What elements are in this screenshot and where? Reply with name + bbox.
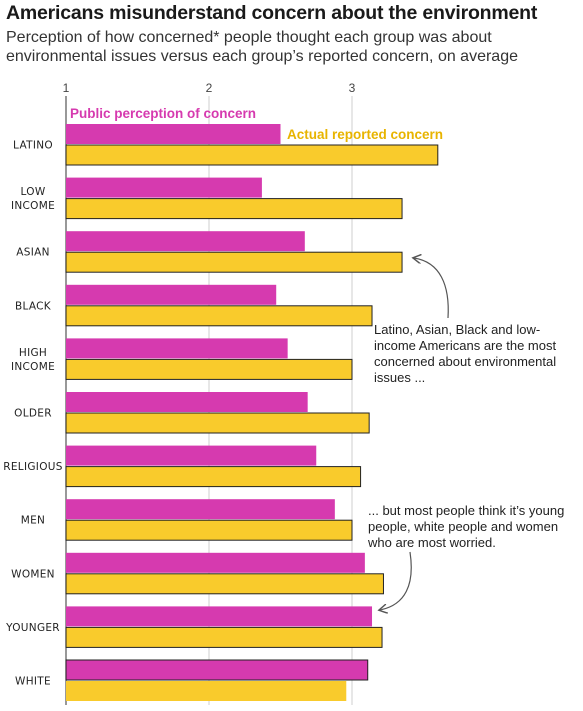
- bar-perception: [66, 124, 281, 144]
- category-label: LOW INCOME: [11, 186, 55, 212]
- bar-perception: [66, 177, 262, 198]
- category-label: YOUNGER: [5, 622, 60, 634]
- category-label: WHITE: [15, 676, 51, 688]
- category-label: HIGH INCOME: [11, 347, 55, 373]
- bar-perception: [66, 231, 305, 252]
- bar-perception: [66, 499, 335, 520]
- annotation-most-concerned: Latino, Asian, Black and low-income Amer…: [374, 322, 557, 385]
- x-tick-label: 2: [206, 81, 213, 95]
- bar-actual: [66, 681, 347, 701]
- category-label: ASIAN: [16, 247, 49, 259]
- bar-perception: [66, 552, 365, 573]
- arrow-upper: [414, 258, 449, 319]
- bar-perception: [66, 445, 317, 466]
- bar-perception: [66, 606, 373, 627]
- bar-actual: [65, 519, 353, 541]
- chart-title: Americans misunderstand concern about th…: [6, 2, 538, 24]
- category-label: BLACK: [15, 300, 52, 312]
- bar-perception: [66, 338, 288, 359]
- bar-perception: [66, 284, 277, 305]
- arrow-lower: [380, 551, 412, 610]
- category-label: MEN: [21, 515, 45, 527]
- category-label: LATINO: [13, 140, 53, 152]
- bar-actual: [65, 626, 383, 648]
- legend-perception: Public perception of concern: [70, 106, 256, 121]
- bar-actual: [65, 198, 403, 220]
- bar-actual: [65, 305, 373, 327]
- chart-subtitle: Perception of how concerned* people thou…: [6, 29, 518, 65]
- category-label: OLDER: [14, 408, 52, 420]
- category-label: RELIGIOUS: [3, 461, 62, 473]
- bar-actual: [65, 466, 362, 488]
- category-label: WOMEN: [11, 568, 55, 580]
- bar-actual: [65, 412, 370, 434]
- annotation-most-worried: ... but most people think it’s young peo…: [368, 503, 565, 550]
- bar-actual: [65, 573, 384, 595]
- x-tick-label: 3: [349, 81, 356, 95]
- bar-perception: [66, 392, 308, 412]
- bar-actual: [65, 251, 403, 273]
- legend-actual: Actual reported concern: [287, 127, 443, 142]
- bar-actual: [65, 144, 439, 166]
- bar-actual: [65, 358, 353, 380]
- x-tick-label: 1: [63, 81, 70, 95]
- bar-perception: [65, 659, 369, 681]
